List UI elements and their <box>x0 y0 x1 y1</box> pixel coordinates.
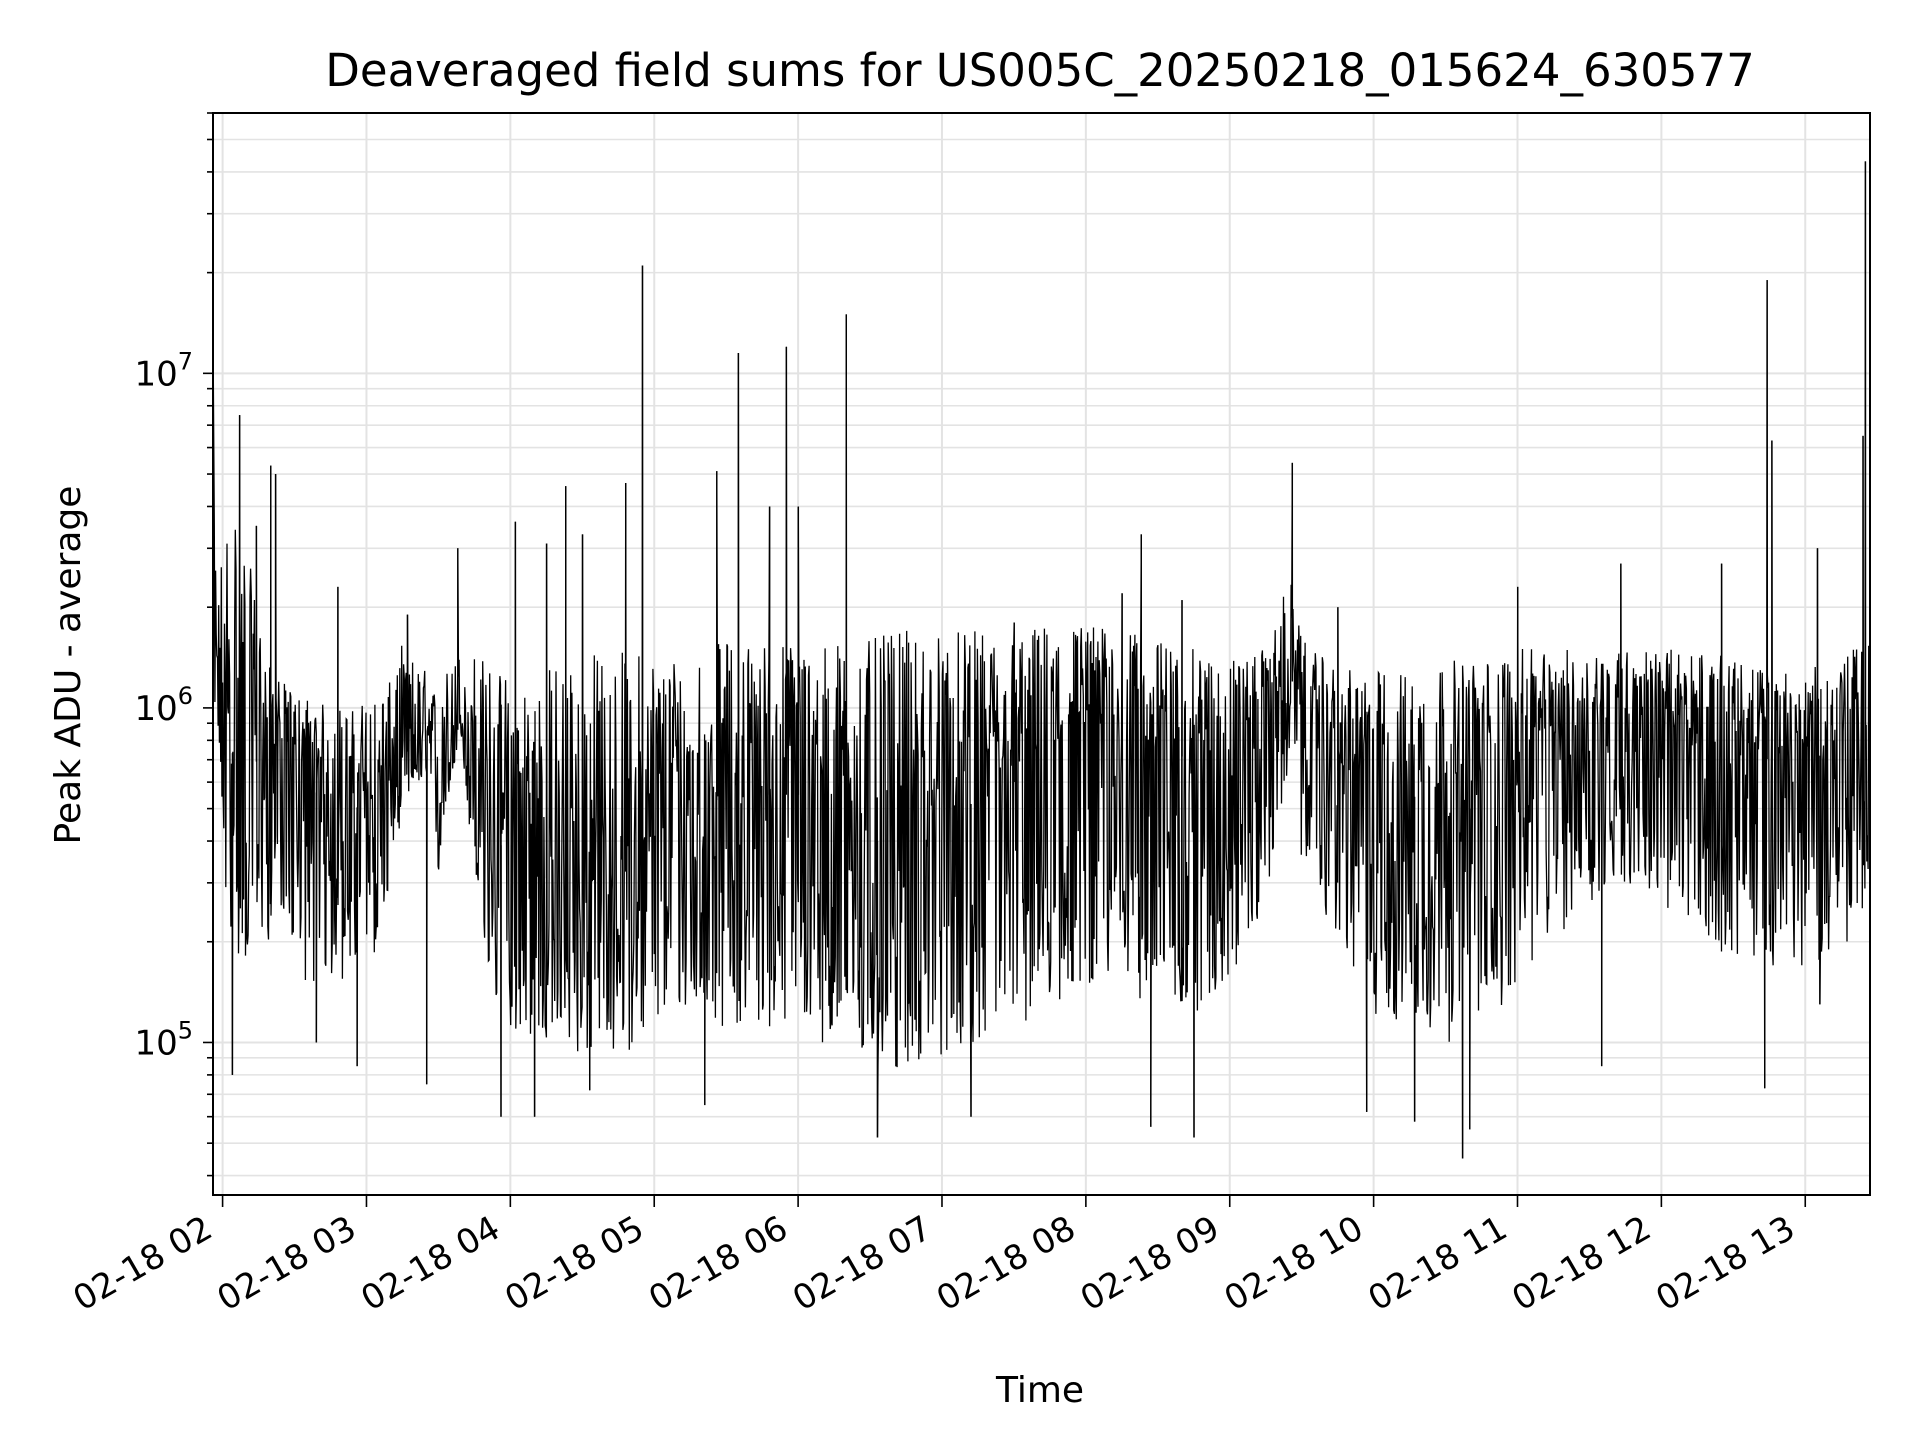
y-axis-title: Peak ADU - average <box>48 486 89 845</box>
y-tick-label: 105 <box>134 1016 193 1063</box>
y-tick-label: 106 <box>134 682 193 729</box>
series-line <box>212 161 1871 1159</box>
chart-title: Deaveraged field sums for US005C_2025021… <box>325 44 1754 97</box>
y-tick-label: 107 <box>134 347 193 394</box>
x-axis-title: Time <box>995 1370 1084 1411</box>
axes-frame <box>212 112 1871 1196</box>
